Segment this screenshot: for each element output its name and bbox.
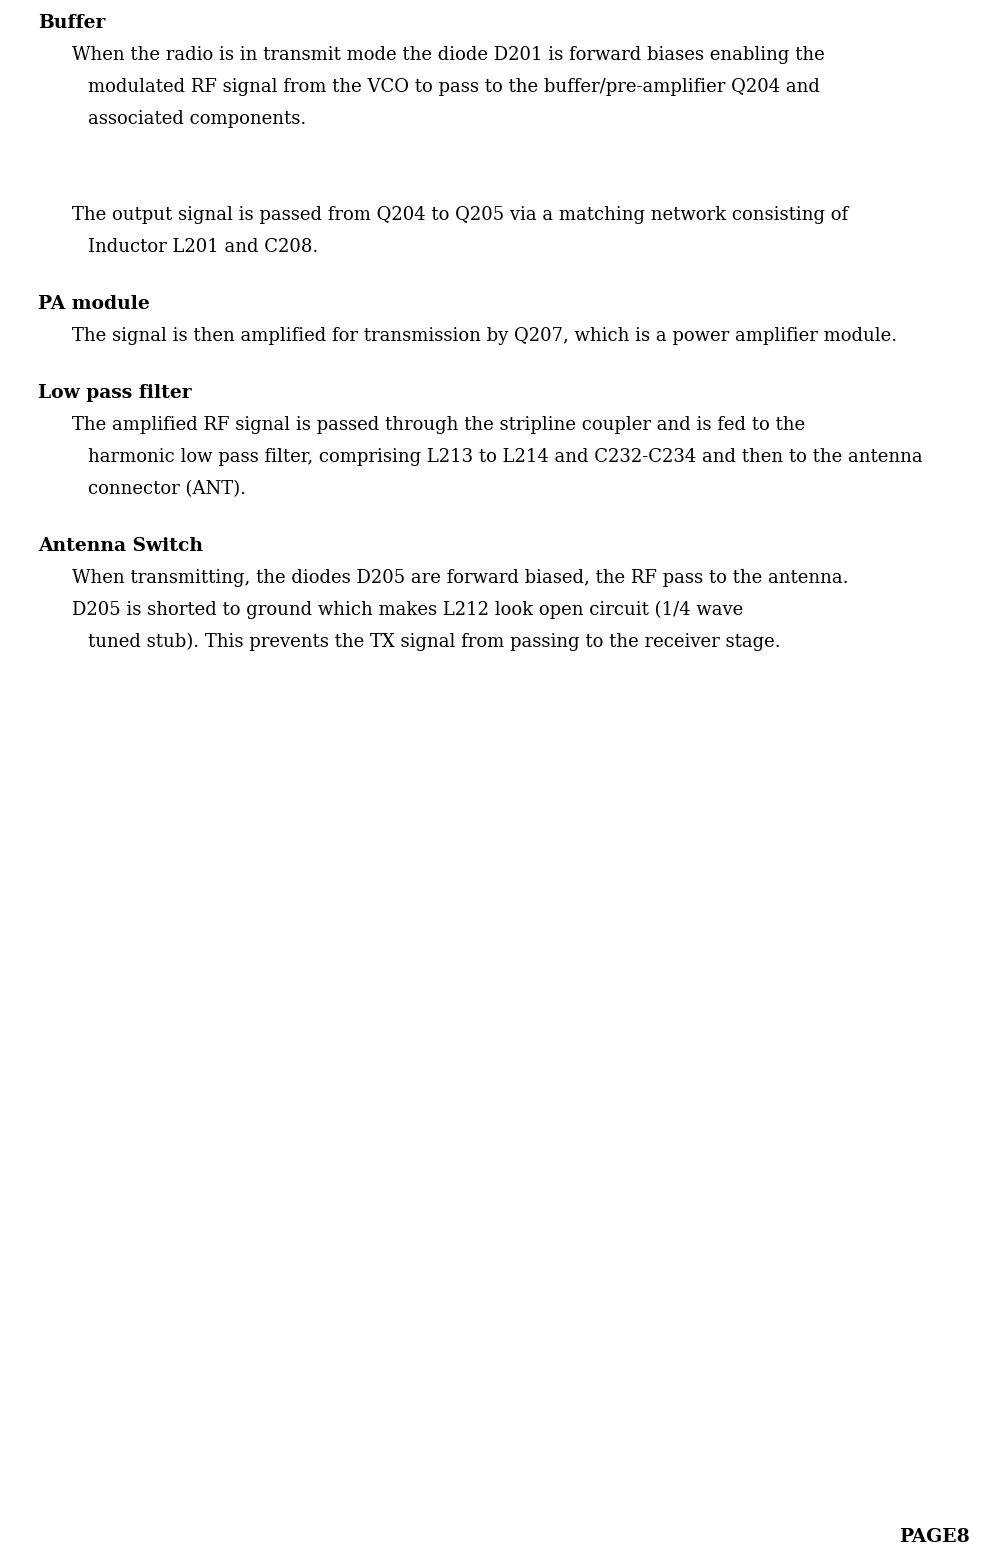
Text: tuned stub). This prevents the TX signal from passing to the receiver stage.: tuned stub). This prevents the TX signal…	[88, 633, 781, 652]
Text: associated components.: associated components.	[88, 110, 307, 128]
Text: D205 is shorted to ground which makes L212 look open circuit (1/4 wave: D205 is shorted to ground which makes L2…	[72, 600, 744, 619]
Text: connector (ANT).: connector (ANT).	[88, 480, 246, 498]
Text: modulated RF signal from the VCO to pass to the buffer/pre-amplifier Q204 and: modulated RF signal from the VCO to pass…	[88, 78, 820, 96]
Text: When the radio is in transmit mode the diode D201 is forward biases enabling the: When the radio is in transmit mode the d…	[72, 47, 825, 64]
Text: Low pass filter: Low pass filter	[38, 384, 192, 403]
Text: The output signal is passed from Q204 to Q205 via a matching network consisting : The output signal is passed from Q204 to…	[72, 205, 848, 224]
Text: Antenna Switch: Antenna Switch	[38, 536, 203, 555]
Text: Buffer: Buffer	[38, 14, 106, 33]
Text: The signal is then amplified for transmission by Q207, which is a power amplifie: The signal is then amplified for transmi…	[72, 327, 897, 345]
Text: harmonic low pass filter, comprising L213 to L214 and C232-C234 and then to the : harmonic low pass filter, comprising L21…	[88, 448, 923, 466]
Text: Inductor L201 and C208.: Inductor L201 and C208.	[88, 238, 319, 257]
Text: When transmitting, the diodes D205 are forward biased, the RF pass to the antenn: When transmitting, the diodes D205 are f…	[72, 569, 849, 586]
Text: PAGE8: PAGE8	[899, 1529, 970, 1546]
Text: The amplified RF signal is passed through the stripline coupler and is fed to th: The amplified RF signal is passed throug…	[72, 417, 805, 434]
Text: PA module: PA module	[38, 295, 150, 313]
